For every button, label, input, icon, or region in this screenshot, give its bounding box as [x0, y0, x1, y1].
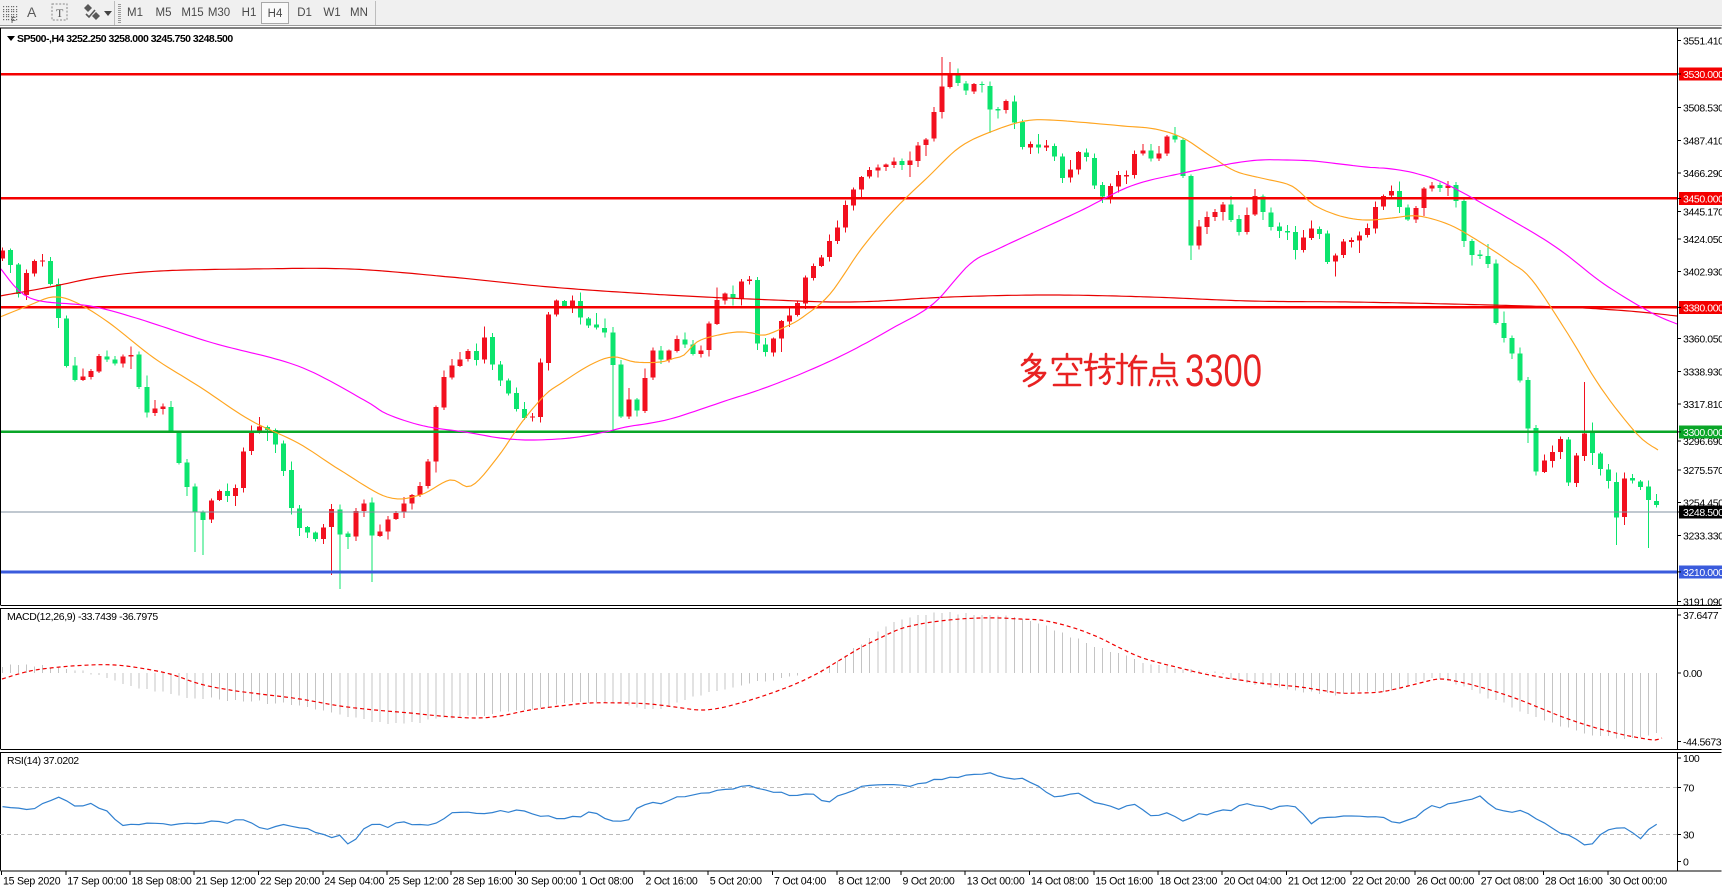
- svg-text:21 Sep 12:00: 21 Sep 12:00: [196, 876, 256, 888]
- svg-text:7 Oct 04:00: 7 Oct 04:00: [774, 876, 826, 888]
- svg-text:3296.690: 3296.690: [1683, 436, 1722, 448]
- svg-text:F: F: [11, 16, 16, 24]
- svg-text:3191.090: 3191.090: [1683, 596, 1722, 608]
- svg-text:3360.050: 3360.050: [1683, 333, 1722, 345]
- svg-text:SP500-,H4 3252.250 3258.000 3: SP500-,H4 3252.250 3258.000 3245.750 324…: [17, 33, 233, 45]
- svg-text:3424.050: 3424.050: [1683, 234, 1722, 246]
- svg-text:3466.290: 3466.290: [1683, 168, 1722, 180]
- svg-text:T: T: [56, 6, 64, 20]
- svg-text:28 Sep 16:00: 28 Sep 16:00: [453, 876, 513, 888]
- svg-text:3530.000: 3530.000: [1683, 69, 1722, 81]
- svg-text:1 Oct 08:00: 1 Oct 08:00: [581, 876, 633, 888]
- svg-text:3402.930: 3402.930: [1683, 267, 1722, 279]
- svg-text:3551.410: 3551.410: [1683, 36, 1722, 48]
- svg-text:22 Oct 20:00: 22 Oct 20:00: [1352, 876, 1410, 888]
- svg-text:15 Oct 16:00: 15 Oct 16:00: [1095, 876, 1153, 888]
- svg-text:3338.930: 3338.930: [1683, 366, 1722, 378]
- svg-text:13 Oct 00:00: 13 Oct 00:00: [967, 876, 1025, 888]
- svg-text:3300.000: 3300.000: [1683, 427, 1722, 439]
- svg-text:3445.170: 3445.170: [1683, 207, 1722, 219]
- svg-text:3380.000: 3380.000: [1683, 302, 1722, 314]
- svg-text:2 Oct 16:00: 2 Oct 16:00: [646, 876, 698, 888]
- svg-text:14 Oct 08:00: 14 Oct 08:00: [1031, 876, 1089, 888]
- svg-text:RSI(14) 37.0202: RSI(14) 37.0202: [7, 755, 79, 767]
- svg-text:3210.000: 3210.000: [1683, 567, 1722, 579]
- svg-text:-44.5673: -44.5673: [1683, 737, 1722, 749]
- svg-text:21 Oct 12:00: 21 Oct 12:00: [1288, 876, 1346, 888]
- svg-text:MACD(12,26,9) -33.7439 -36.797: MACD(12,26,9) -33.7439 -36.7975: [7, 611, 158, 623]
- svg-text:3275.570: 3275.570: [1683, 465, 1722, 477]
- svg-text:8 Oct 12:00: 8 Oct 12:00: [838, 876, 890, 888]
- svg-text:3233.330: 3233.330: [1683, 531, 1722, 543]
- svg-text:22 Sep 20:00: 22 Sep 20:00: [260, 876, 320, 888]
- svg-text:30 Oct 00:00: 30 Oct 00:00: [1609, 876, 1667, 888]
- svg-text:9 Oct 20:00: 9 Oct 20:00: [903, 876, 955, 888]
- svg-text:3487.410: 3487.410: [1683, 135, 1722, 147]
- svg-text:37.6477: 37.6477: [1683, 610, 1719, 622]
- svg-text:3450.000: 3450.000: [1683, 194, 1722, 206]
- svg-text:18 Oct 23:00: 18 Oct 23:00: [1160, 876, 1218, 888]
- svg-text:70: 70: [1683, 783, 1694, 795]
- svg-text:30: 30: [1683, 830, 1694, 842]
- svg-text:5 Oct 20:00: 5 Oct 20:00: [710, 876, 762, 888]
- svg-text:28 Oct 16:00: 28 Oct 16:00: [1545, 876, 1603, 888]
- svg-text:100: 100: [1683, 753, 1700, 765]
- svg-text:3300: 3300: [1185, 345, 1262, 396]
- svg-text:15 Sep 2020: 15 Sep 2020: [3, 876, 61, 888]
- svg-text:24 Sep 04:00: 24 Sep 04:00: [324, 876, 384, 888]
- svg-text:17 Sep 00:00: 17 Sep 00:00: [67, 876, 127, 888]
- svg-text:25 Sep 12:00: 25 Sep 12:00: [389, 876, 449, 888]
- svg-text:3508.530: 3508.530: [1683, 102, 1722, 114]
- svg-text:18 Sep 08:00: 18 Sep 08:00: [132, 876, 192, 888]
- svg-text:3317.810: 3317.810: [1683, 399, 1722, 411]
- svg-text:0: 0: [1683, 857, 1689, 869]
- svg-text:26 Oct 00:00: 26 Oct 00:00: [1417, 876, 1475, 888]
- svg-text:27 Oct 08:00: 27 Oct 08:00: [1481, 876, 1539, 888]
- svg-text:20 Oct 04:00: 20 Oct 04:00: [1224, 876, 1282, 888]
- svg-text:30 Sep 00:00: 30 Sep 00:00: [517, 876, 577, 888]
- svg-text:0.00: 0.00: [1683, 668, 1702, 680]
- svg-text:3248.500: 3248.500: [1683, 507, 1722, 519]
